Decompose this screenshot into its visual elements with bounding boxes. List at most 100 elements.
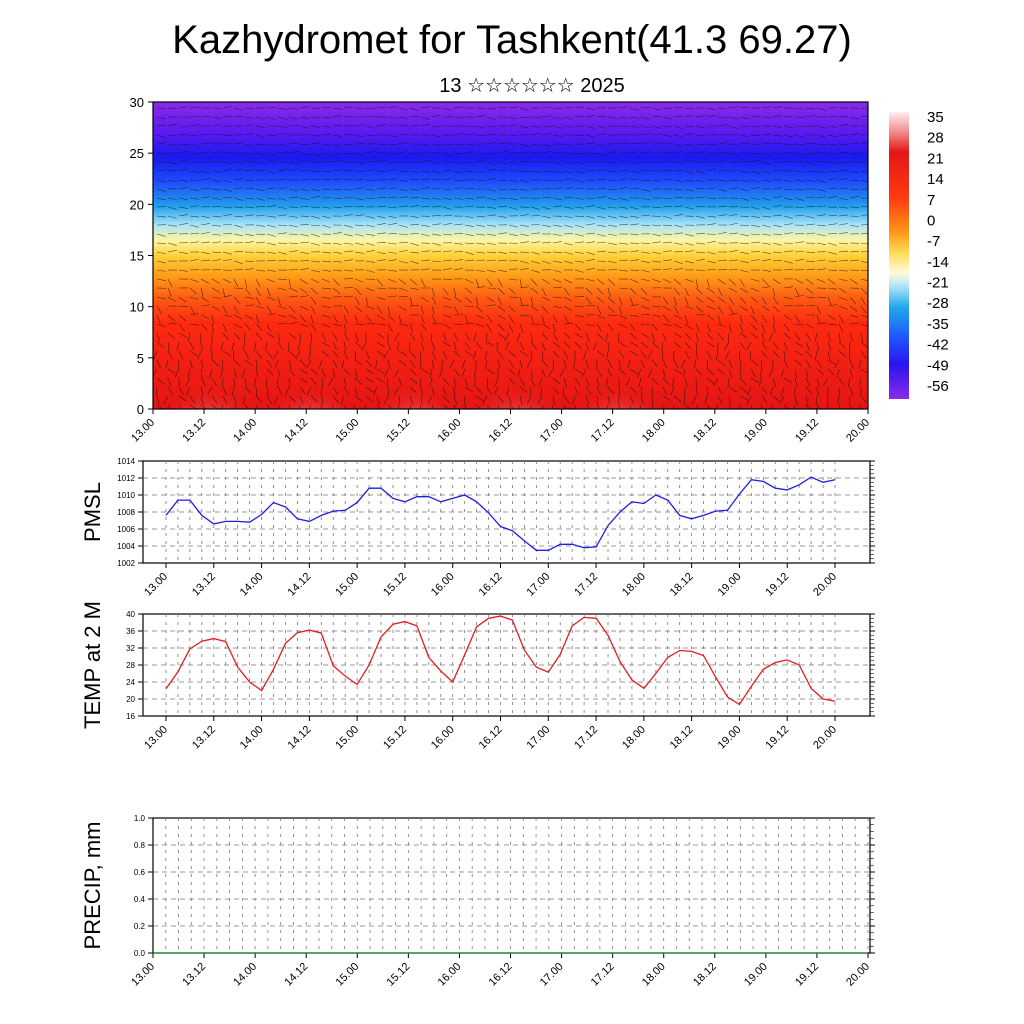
wind-barb (805, 142, 815, 145)
wind-barb (222, 350, 231, 357)
wind-barb (200, 215, 210, 219)
wind-barb (541, 287, 547, 297)
x-tick-label: 18.00 (640, 417, 668, 445)
x-tick-label: 17.00 (538, 417, 566, 445)
wind-barb (508, 116, 518, 120)
wind-barb (794, 214, 804, 217)
wind-barb (178, 350, 184, 360)
wind-barb (343, 143, 353, 146)
wind-barb (618, 133, 628, 136)
wind-barb (541, 115, 551, 118)
wind-barb (288, 224, 298, 228)
wind-barb (299, 179, 309, 181)
wind-barb (848, 341, 851, 351)
wind-barb (706, 215, 716, 218)
wind-barb (277, 178, 287, 181)
wind-barb (629, 404, 631, 409)
wind-barb (816, 179, 826, 183)
wind-barb (387, 206, 397, 209)
wind-barb (552, 116, 562, 120)
wind-barb (387, 232, 397, 235)
wind-barb (387, 305, 391, 315)
wind-barb (827, 134, 837, 138)
wind-barb (706, 386, 709, 396)
wind-barb (387, 278, 397, 283)
wind-barb (504, 341, 510, 351)
wind-barb (254, 341, 257, 351)
wind-barb (376, 232, 386, 235)
wind-barb (596, 152, 606, 156)
x-tick-label: 16.00 (436, 961, 464, 989)
wind-barb (266, 224, 276, 228)
wind-barb (552, 179, 562, 182)
wind-barb (739, 341, 746, 350)
wind-barb (508, 359, 514, 368)
wind-barb (442, 259, 452, 262)
wind-barb (838, 152, 848, 154)
wind-barb (838, 305, 848, 310)
wind-barb (750, 206, 760, 210)
wind-barb (662, 125, 672, 127)
wind-barb (783, 323, 790, 332)
wind-barb (651, 224, 661, 226)
wind-barb (739, 197, 749, 201)
wind-barb (211, 179, 221, 183)
wind-barb (222, 295, 232, 298)
wind-barb (288, 359, 292, 369)
wind-barb (266, 368, 274, 376)
wind-barb (783, 188, 793, 191)
wind-barb (629, 170, 639, 174)
wind-barb (672, 377, 675, 387)
wind-barb (486, 214, 496, 217)
wind-barb (156, 377, 164, 385)
wind-barb (253, 377, 257, 387)
wind-barb (210, 341, 213, 351)
wind-barb (761, 286, 771, 289)
wind-barb (365, 359, 373, 367)
wind-barb (409, 350, 416, 359)
wind-barb (596, 305, 602, 315)
wind-barb (165, 359, 169, 369)
wind-barb (508, 161, 518, 165)
wind-barb (739, 170, 749, 174)
wind-barb (442, 305, 452, 308)
wind-barb (684, 332, 692, 340)
wind-barb (207, 386, 213, 396)
wind-barb (794, 251, 804, 253)
wind-barb (475, 107, 485, 109)
wind-barb (772, 169, 782, 172)
wind-barb (453, 287, 457, 297)
wind-barb (585, 296, 592, 305)
wind-barb (332, 341, 338, 351)
wind-barb (387, 242, 397, 245)
wind-barb (222, 251, 232, 255)
wind-barb (849, 116, 859, 120)
wind-barb (552, 187, 562, 190)
wind-barb (563, 332, 572, 340)
wind-barb (308, 404, 312, 409)
wind-barb (398, 107, 408, 111)
wind-barb (827, 125, 837, 128)
wind-barb (596, 206, 606, 210)
wind-barb (222, 395, 228, 405)
wind-barb (860, 232, 868, 235)
wind-barb (362, 341, 367, 351)
wind-barb (265, 341, 268, 351)
series-line (165, 476, 836, 551)
wind-barb (343, 214, 353, 217)
wind-barb (673, 332, 682, 338)
wind-barb (530, 260, 540, 264)
wind-barb (607, 368, 613, 378)
wind-barb (728, 395, 731, 405)
wind-barb (805, 395, 809, 405)
wind-barb (640, 278, 650, 282)
wind-barb (288, 107, 298, 110)
wind-barb (365, 350, 370, 360)
wind-barb (684, 278, 694, 283)
wind-barb (255, 134, 265, 138)
wind-barb (739, 314, 743, 324)
wind-barb (310, 296, 317, 305)
wind-barb (156, 233, 166, 237)
wind-barb (321, 323, 331, 328)
wind-barb (519, 179, 529, 183)
